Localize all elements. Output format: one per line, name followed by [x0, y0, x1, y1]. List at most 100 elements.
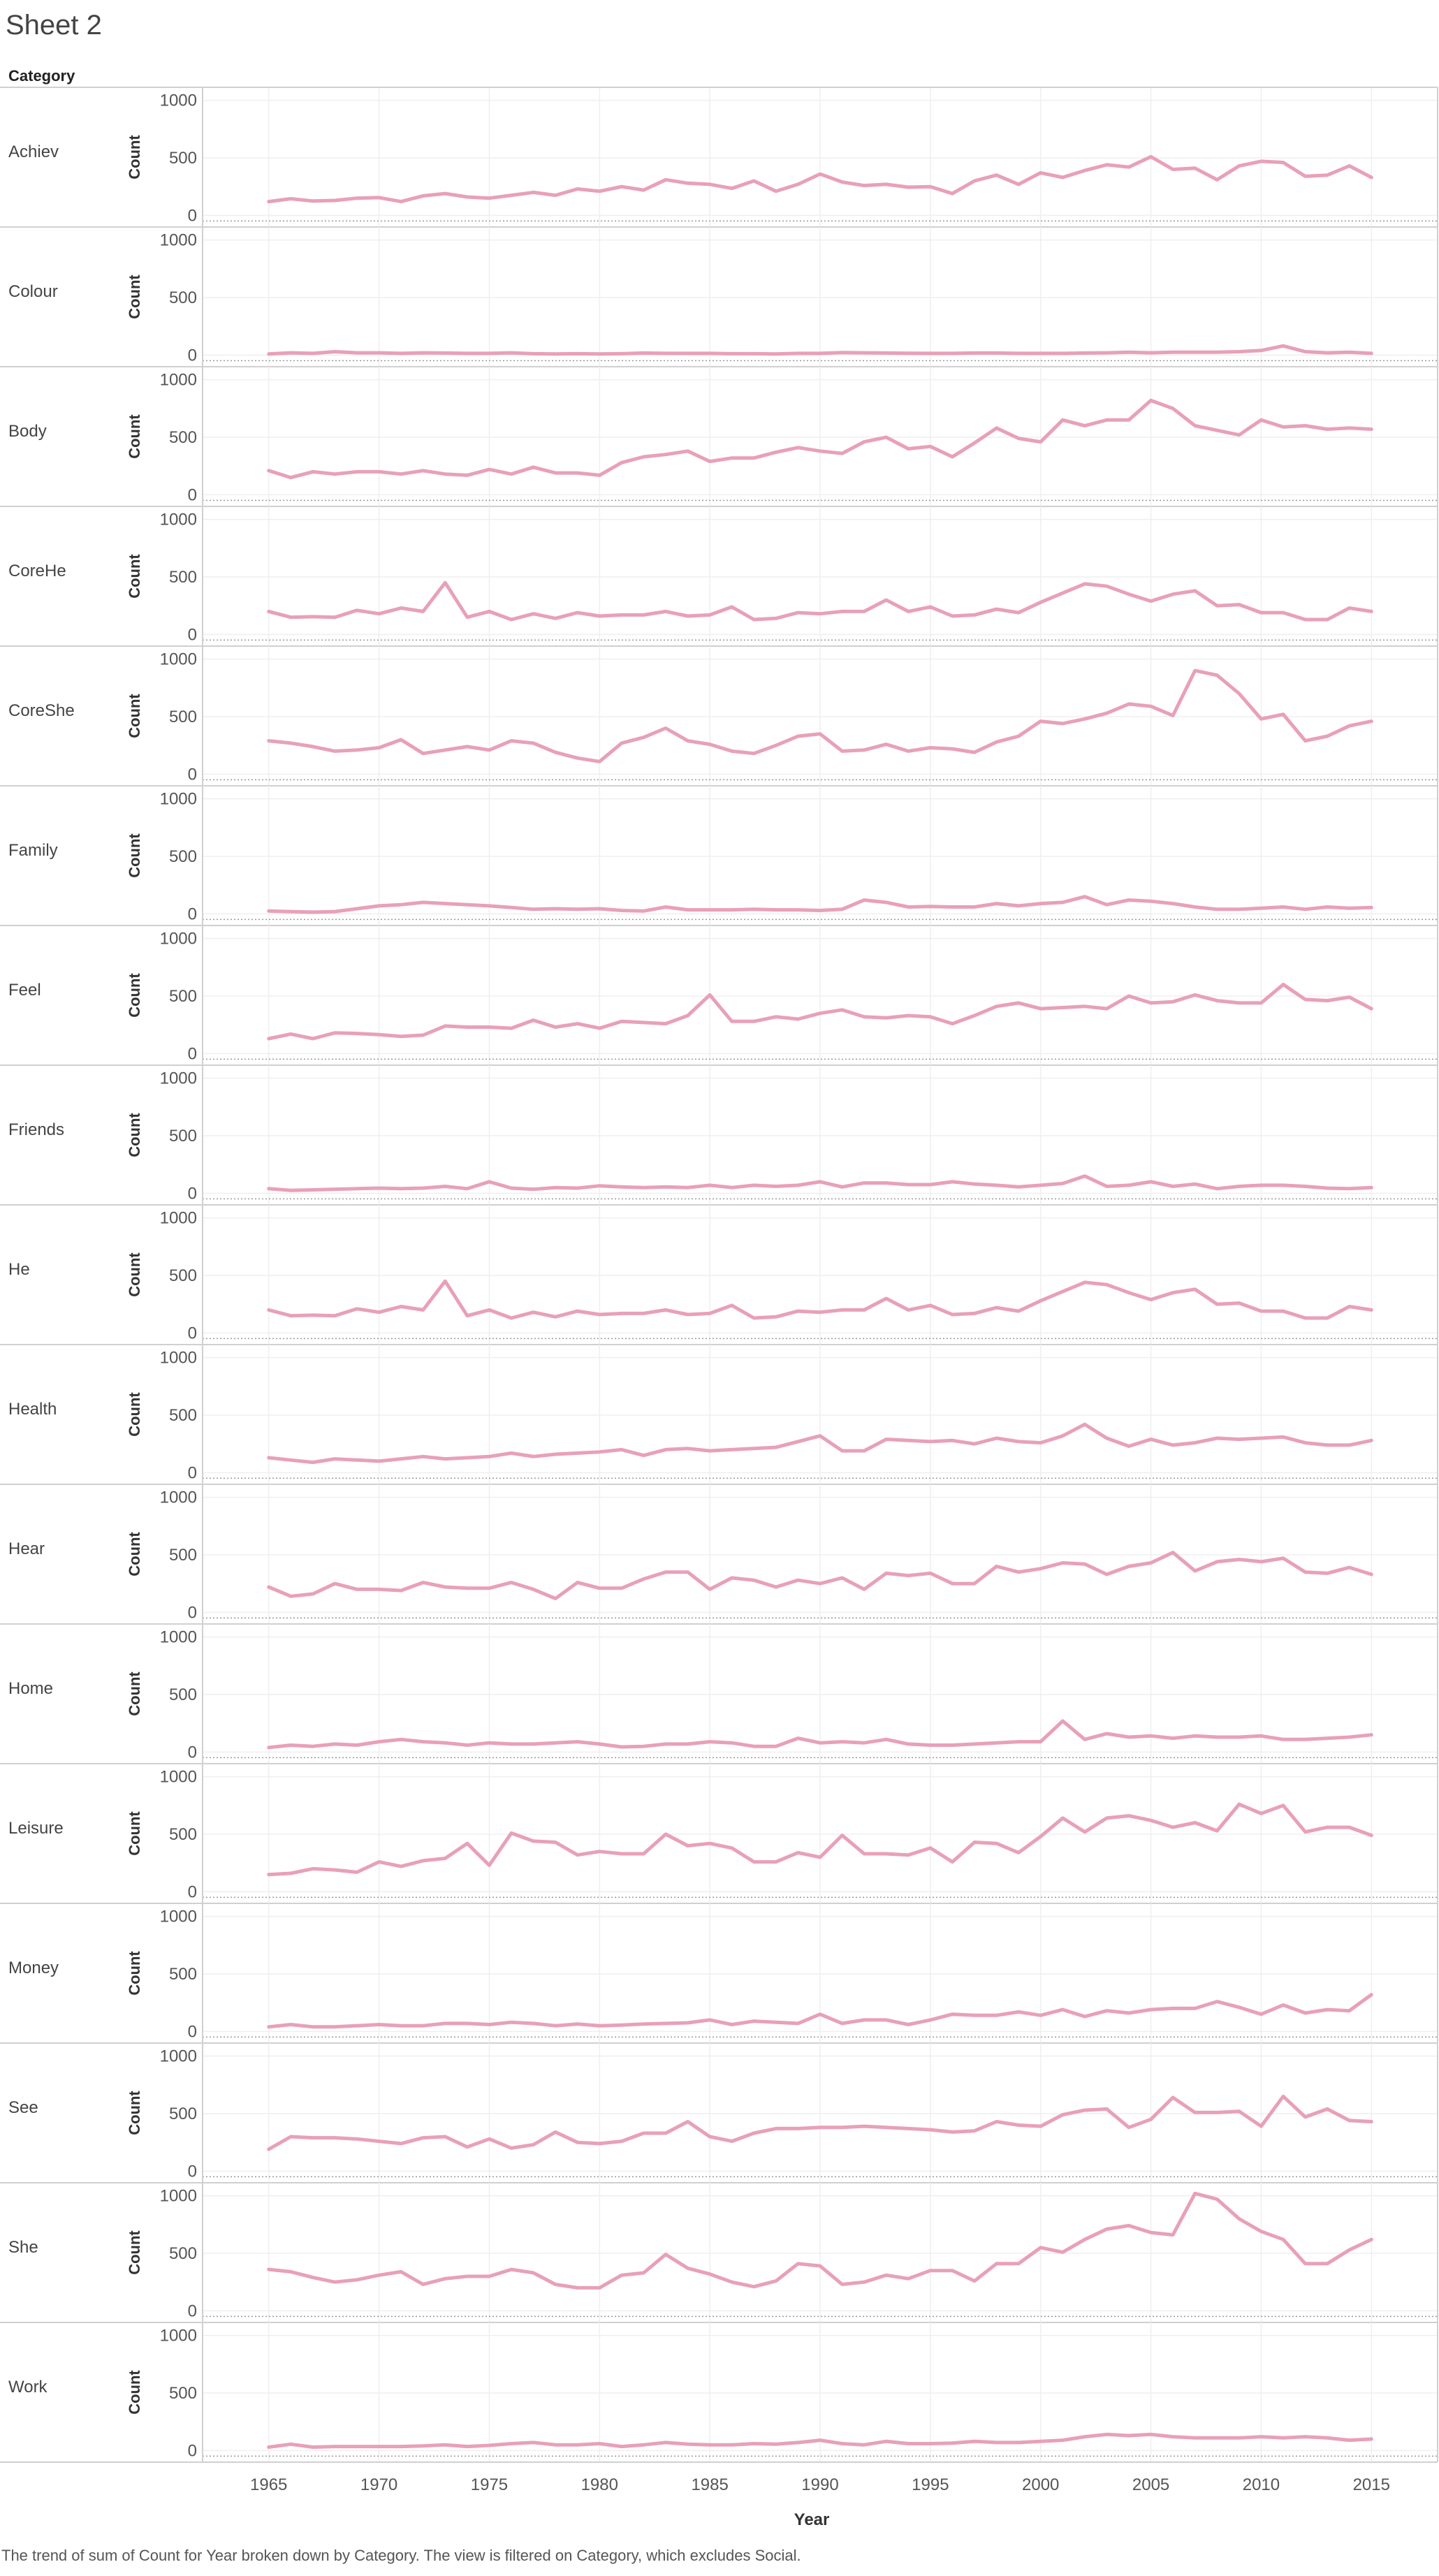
- panel-home: 0 500 1000 Home Count: [0, 1624, 1438, 1764]
- panel-feel: 0 500 1000 Feel Count: [0, 925, 1438, 1066]
- y-axis-title: Count: [126, 1671, 143, 1716]
- y-tick-label: 500: [169, 1546, 197, 1565]
- y-tick-label: 0: [188, 905, 197, 923]
- series-line-colour: [267, 344, 1373, 356]
- series-line-hear: [267, 1551, 1373, 1601]
- x-tick-label: 1980: [581, 2475, 618, 2494]
- series-line-she: [267, 2191, 1373, 2290]
- y-tick-label: 1000: [160, 650, 197, 669]
- category-label: See: [8, 2098, 38, 2117]
- category-label: Feel: [8, 981, 41, 1000]
- panel-body: 0 500 1000 Body Count: [0, 367, 1438, 507]
- y-tick-label: 0: [188, 206, 197, 225]
- y-axis-title: Count: [126, 1113, 143, 1157]
- y-tick-label: 1000: [160, 2327, 197, 2346]
- series-line-corehe: [267, 580, 1373, 622]
- y-tick-label: 500: [169, 1965, 197, 1984]
- y-tick-label: 0: [188, 2441, 197, 2460]
- y-tick-label: 0: [188, 2301, 197, 2320]
- panel-family: 0 500 1000 Family Count: [0, 786, 1438, 926]
- sheet-title: Sheet 2: [6, 10, 102, 41]
- y-tick-label: 500: [169, 428, 197, 447]
- y-tick-label: 0: [188, 485, 197, 504]
- y-axis-title: Count: [126, 694, 143, 738]
- y-tick-label: 0: [188, 1324, 197, 1342]
- y-tick-label: 1000: [160, 1209, 197, 1228]
- x-tick-label: 2000: [1022, 2475, 1059, 2494]
- y-tick-label: 500: [169, 1685, 197, 1704]
- y-tick-label: 1000: [160, 1069, 197, 1088]
- category-label: Leisure: [8, 1819, 64, 1838]
- y-tick-label: 500: [169, 2384, 197, 2403]
- y-tick-label: 0: [188, 1184, 197, 1203]
- y-axis-title: Count: [126, 2091, 143, 2135]
- panel-she: 0 500 1000 She Count: [0, 2183, 1438, 2323]
- y-tick-label: 500: [169, 847, 197, 866]
- series-line-see: [267, 2094, 1373, 2151]
- category-label: Family: [8, 841, 58, 860]
- y-tick-label: 1000: [160, 1349, 197, 1368]
- series-line-friends: [267, 1174, 1373, 1192]
- y-tick-label: 0: [188, 1463, 197, 1482]
- chart-caption: The trend of sum of Count for Year broke…: [1, 2547, 801, 2564]
- x-tick-label: 1995: [912, 2475, 949, 2494]
- y-tick-label: 1000: [160, 2187, 197, 2206]
- y-tick-label: 500: [169, 149, 197, 168]
- y-axis-title: Count: [126, 135, 143, 180]
- y-tick-label: 0: [188, 346, 197, 365]
- x-tick-label: 1965: [250, 2475, 287, 2494]
- x-tick-label: 1985: [691, 2475, 728, 2494]
- y-axis-title: Count: [126, 2370, 143, 2415]
- category-header: Category: [8, 67, 75, 85]
- panel-health: 0 500 1000 Health Count: [0, 1345, 1438, 1485]
- y-tick-label: 1000: [160, 930, 197, 949]
- panel-he: 0 500 1000 He Count: [0, 1205, 1438, 1345]
- y-tick-label: 1000: [160, 2047, 197, 2066]
- category-label: Work: [8, 2378, 48, 2396]
- y-tick-label: 0: [188, 1743, 197, 1762]
- category-label: Achiev: [8, 142, 59, 161]
- series-line-body: [267, 398, 1373, 480]
- x-tick-label: 1975: [471, 2475, 508, 2494]
- x-tick-label: 1970: [360, 2475, 397, 2494]
- x-tick-label: 2005: [1132, 2475, 1169, 2494]
- series-line-home: [267, 1719, 1373, 1750]
- y-tick-label: 0: [188, 1044, 197, 1063]
- y-tick-label: 500: [169, 708, 197, 726]
- x-tick-label: 1990: [801, 2475, 838, 2494]
- y-axis-title: Count: [126, 275, 143, 319]
- y-axis-title: Count: [126, 833, 143, 878]
- y-tick-label: 0: [188, 2022, 197, 2041]
- y-tick-label: 0: [188, 2162, 197, 2181]
- series-line-money: [267, 1993, 1373, 2029]
- panel-coreshe: 0 500 1000 CoreShe Count: [0, 646, 1438, 786]
- y-tick-label: 1000: [160, 790, 197, 809]
- series-line-leisure: [267, 1802, 1373, 1877]
- panel-money: 0 500 1000 Money Count: [0, 1903, 1438, 2044]
- panel-hear: 0 500 1000 Hear Count: [0, 1484, 1438, 1625]
- category-label: Money: [8, 1959, 59, 1977]
- y-tick-label: 0: [188, 1882, 197, 1901]
- category-label: Hear: [8, 1539, 45, 1558]
- category-label: She: [8, 2238, 38, 2257]
- panel-see: 0 500 1000 See Count: [0, 2043, 1438, 2183]
- category-label: Colour: [8, 282, 58, 301]
- y-tick-label: 1000: [160, 92, 197, 110]
- panel-work: 0 500 1000 Work Count: [0, 2322, 1438, 2463]
- series-line-coreshe: [267, 668, 1373, 763]
- y-tick-label: 1000: [160, 231, 197, 250]
- y-axis-title: Count: [126, 1532, 143, 1576]
- x-tick-label: 2010: [1243, 2475, 1280, 2494]
- y-tick-label: 500: [169, 987, 197, 1006]
- y-tick-label: 500: [169, 288, 197, 307]
- category-label: Health: [8, 1400, 57, 1419]
- y-tick-label: 1000: [160, 1488, 197, 1507]
- panel-leisure: 0 500 1000 Leisure Count: [0, 1764, 1438, 1904]
- y-tick-label: 0: [188, 1603, 197, 1622]
- y-tick-label: 500: [169, 1127, 197, 1146]
- category-label: Friends: [8, 1120, 64, 1139]
- y-tick-label: 500: [169, 2244, 197, 2263]
- y-tick-label: 1000: [160, 1908, 197, 1926]
- y-axis-title: Count: [126, 554, 143, 599]
- category-label: He: [8, 1260, 30, 1279]
